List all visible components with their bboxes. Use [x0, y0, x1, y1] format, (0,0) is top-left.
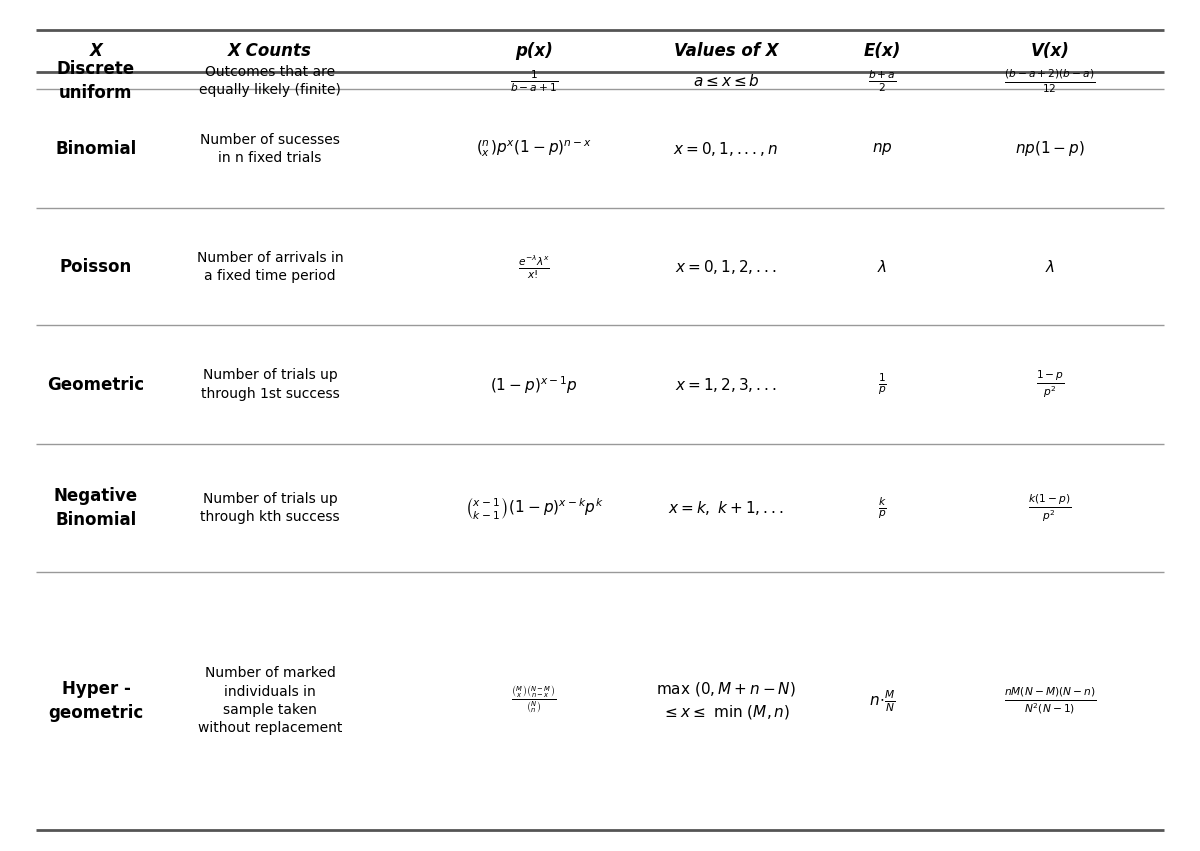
Text: Number of sucesses
in n fixed trials: Number of sucesses in n fixed trials	[200, 133, 340, 165]
Text: Number of trials up
through kth success: Number of trials up through kth success	[200, 492, 340, 524]
Text: $\frac{\binom{M}{x}\binom{N-M}{n-x}}{\binom{N}{n}}$: $\frac{\binom{M}{x}\binom{N-M}{n-x}}{\bi…	[511, 685, 557, 717]
Text: Binomial: Binomial	[55, 140, 137, 158]
Text: $\frac{1-p}{p^2}$: $\frac{1-p}{p^2}$	[1036, 369, 1064, 400]
Text: Hyper -
geometric: Hyper - geometric	[48, 680, 144, 722]
Text: Number of trials up
through 1st success: Number of trials up through 1st success	[200, 368, 340, 401]
Text: $x=0,1,...,n$: $x=0,1,...,n$	[673, 140, 779, 158]
Text: p(x): p(x)	[515, 42, 553, 60]
Text: $x=0,1,2,...$: $x=0,1,2,...$	[676, 258, 776, 276]
Text: $\frac{e^{-\lambda}\lambda^x}{x!}$: $\frac{e^{-\lambda}\lambda^x}{x!}$	[518, 253, 550, 281]
Text: $\frac{k}{p}$: $\frac{k}{p}$	[877, 495, 887, 521]
Text: $\frac{1}{b-a+1}$: $\frac{1}{b-a+1}$	[510, 68, 558, 94]
Text: $a\leq x\leq b$: $a\leq x\leq b$	[692, 73, 760, 89]
Text: V(x): V(x)	[1031, 42, 1069, 60]
Text: Geometric: Geometric	[48, 375, 144, 394]
Text: X: X	[90, 42, 102, 60]
Text: Outcomes that are
equally likely (finite): Outcomes that are equally likely (finite…	[199, 65, 341, 97]
Text: $\binom{x-1}{k-1}(1-p)^{x-k}p^k$: $\binom{x-1}{k-1}(1-p)^{x-k}p^k$	[464, 495, 604, 521]
Text: $\lambda$: $\lambda$	[1045, 259, 1055, 275]
Text: $np$: $np$	[871, 141, 893, 157]
Text: Number of marked
individuals in
sample taken
without replacement: Number of marked individuals in sample t…	[198, 666, 342, 735]
Text: $\frac{k(1-p)}{p^2}$: $\frac{k(1-p)}{p^2}$	[1028, 493, 1072, 523]
Text: $\frac{(b-a+2)(b-a)}{12}$: $\frac{(b-a+2)(b-a)}{12}$	[1004, 67, 1096, 94]
Text: Values of X: Values of X	[673, 42, 779, 60]
Text: $x=k,\ k+1,...$: $x=k,\ k+1,...$	[668, 499, 784, 517]
Text: Negative
Binomial: Negative Binomial	[54, 488, 138, 528]
Text: $\frac{nM(N-M)(N-n)}{N^2(N-1)}$: $\frac{nM(N-M)(N-n)}{N^2(N-1)}$	[1003, 686, 1097, 716]
Text: $\frac{1}{p}$: $\frac{1}{p}$	[877, 372, 887, 397]
Text: max $(0,M+n-N)$
$\leq x\leq$ min $(M,n)$: max $(0,M+n-N)$ $\leq x\leq$ min $(M,n)$	[656, 680, 796, 722]
Text: Discrete
uniform: Discrete uniform	[56, 60, 136, 101]
Text: $\lambda$: $\lambda$	[877, 259, 887, 275]
Text: $x=1,2,3,...$: $x=1,2,3,...$	[676, 375, 776, 394]
Text: $\frac{b+a}{2}$: $\frac{b+a}{2}$	[868, 68, 896, 94]
Text: $n\!\cdot\!\frac{M}{N}$: $n\!\cdot\!\frac{M}{N}$	[869, 688, 895, 714]
Text: E(x): E(x)	[863, 42, 901, 60]
Text: Number of arrivals in
a fixed time period: Number of arrivals in a fixed time perio…	[197, 250, 343, 283]
Text: $\binom{n}{x}p^x(1-p)^{n-x}$: $\binom{n}{x}p^x(1-p)^{n-x}$	[476, 139, 592, 159]
Text: Poisson: Poisson	[60, 258, 132, 276]
Text: $(1-p)^{x-1}p$: $(1-p)^{x-1}p$	[490, 374, 578, 396]
Text: $np(1-p)$: $np(1-p)$	[1015, 140, 1085, 158]
Text: X Counts: X Counts	[228, 42, 312, 60]
